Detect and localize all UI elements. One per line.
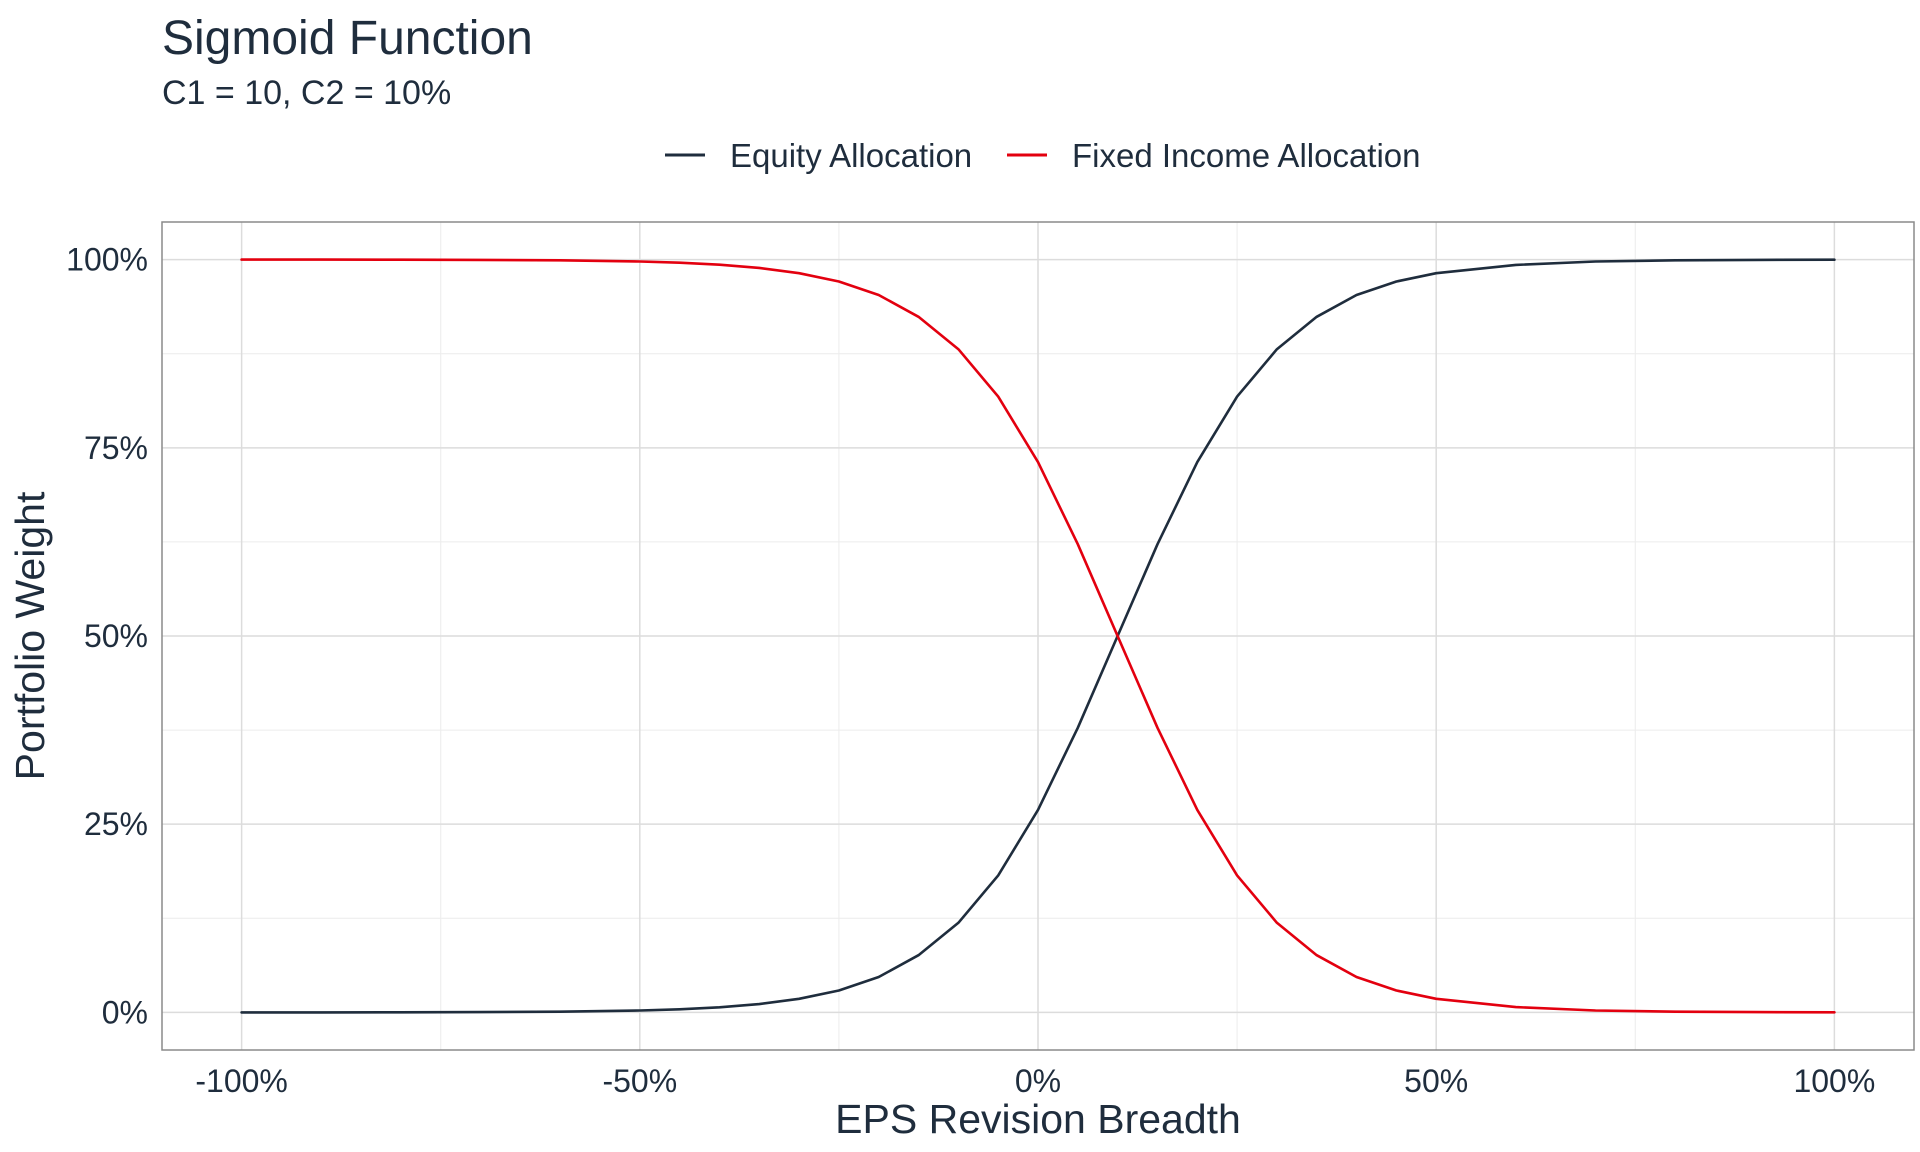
chart-subtitle: C1 = 10, C2 = 10%	[162, 74, 451, 112]
series-lines	[240, 258, 1836, 1014]
y-tick-label: 100%	[66, 242, 148, 278]
x-tick-label: -50%	[602, 1063, 677, 1099]
chart-title: Sigmoid Function	[162, 12, 533, 65]
y-axis-label: Portfolio Weight	[7, 491, 53, 780]
y-tick-label: 0%	[102, 994, 148, 1030]
series-line-fixed-income	[240, 258, 1836, 1014]
legend-label-equity: Equity Allocation	[730, 137, 972, 174]
x-axis-ticks: -100% -50% 0% 50% 100%	[195, 1063, 1875, 1099]
y-tick-label: 50%	[84, 618, 148, 654]
legend-label-fixed-income: Fixed Income Allocation	[1072, 137, 1421, 174]
y-tick-label: 75%	[84, 430, 148, 466]
series-line-equity	[240, 258, 1836, 1014]
plot-panel-border	[161, 221, 1915, 1051]
x-axis-label: EPS Revision Breadth	[835, 1096, 1241, 1142]
x-tick-label: 50%	[1404, 1063, 1468, 1099]
legend: Equity Allocation Fixed Income Allocatio…	[665, 137, 1421, 174]
x-tick-label: -100%	[195, 1063, 288, 1099]
x-tick-label: 100%	[1793, 1063, 1875, 1099]
y-tick-label: 25%	[84, 806, 148, 842]
grid	[162, 222, 1914, 1050]
x-tick-label: 0%	[1015, 1063, 1061, 1099]
y-axis-ticks: 0% 25% 50% 75% 100%	[66, 242, 148, 1031]
